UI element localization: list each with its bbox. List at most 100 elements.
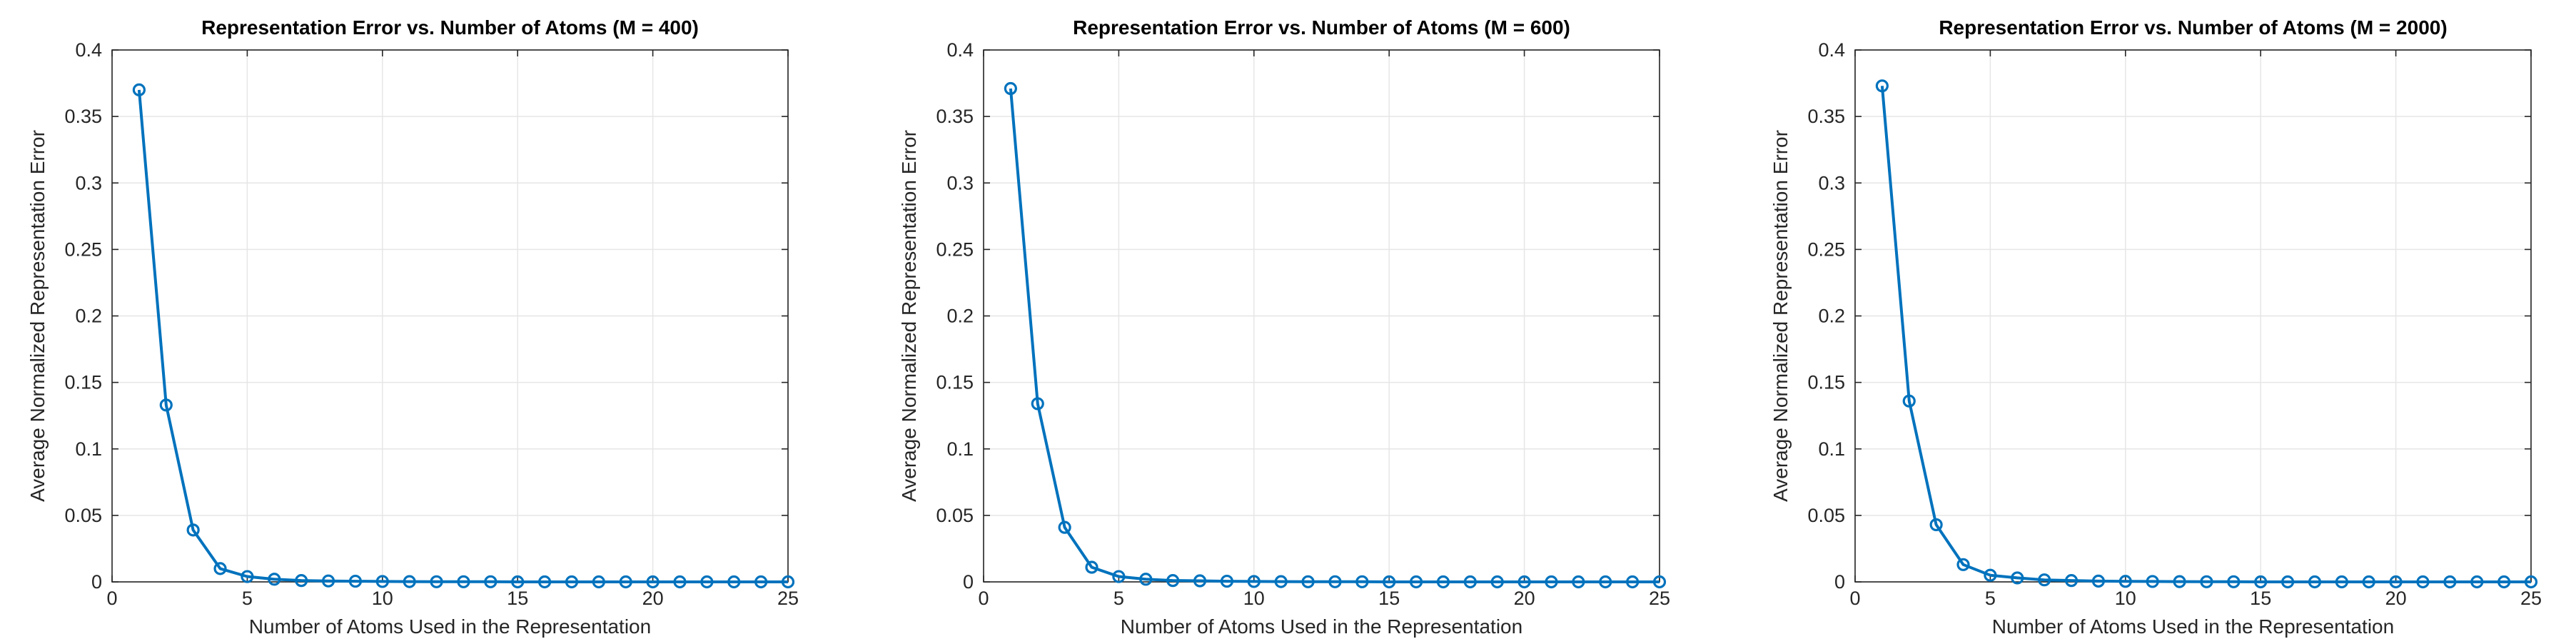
- x-tick-label: 5: [242, 588, 253, 609]
- data-point: [1490, 575, 1504, 589]
- y-tick-label: 0.25: [936, 238, 974, 260]
- y-tick-label: 0.3: [946, 172, 974, 193]
- chart-panel-1: 0 5 10 15 20 25 0 0.05 0.1 0.15 0.2 0.25 0.3 0.35 0.4 R…: [26, 16, 799, 638]
- y-tick-label: 0.15: [936, 372, 974, 393]
- data-point: [1545, 575, 1558, 589]
- data-point: [2524, 575, 2538, 589]
- series-line: [1880, 86, 2531, 583]
- data-point: [2173, 575, 2186, 588]
- data-point: [348, 574, 363, 588]
- data-point: [1409, 575, 1423, 589]
- data-point: [1031, 397, 1044, 411]
- y-tick-label: 0.1: [1818, 438, 1845, 460]
- data-point: [1875, 79, 1889, 93]
- data-point: [321, 574, 335, 588]
- data-point: [2389, 575, 2403, 589]
- data-point: [2308, 575, 2322, 589]
- x-tick-label: 10: [1243, 588, 1265, 609]
- data-point: [1463, 575, 1477, 589]
- data-point: [1085, 560, 1098, 574]
- x-axis-label: Number of Atoms Used in the Representati…: [1121, 615, 1522, 638]
- data-point: [1058, 520, 1071, 534]
- data-point: [1004, 81, 1017, 96]
- series-line: [1009, 88, 1660, 583]
- x-tick-label: 15: [1378, 588, 1400, 609]
- data-point: [537, 575, 552, 589]
- y-tick-label: 0.05: [936, 505, 974, 526]
- data-point: [375, 575, 389, 588]
- data-point: [1355, 575, 1369, 588]
- series-line: [137, 89, 788, 583]
- x-tick-label: 0: [1849, 588, 1860, 609]
- x-tick-label: 15: [2250, 588, 2271, 609]
- chart-panel-2: 0 5 10 15 20 25 0 0.05 0.1 0.15 0.2 0.25 0.3 0.35 0.4 R…: [898, 16, 1670, 638]
- x-tick-label: 15: [507, 588, 528, 609]
- data-point: [700, 575, 714, 589]
- data-point: [2118, 575, 2132, 588]
- y-tick-label: 0.35: [64, 106, 102, 127]
- data-point: [1247, 575, 1261, 588]
- data-point: [2227, 575, 2241, 588]
- x-tick-label: 20: [642, 588, 664, 609]
- y-tick-label: 0.2: [1818, 306, 1845, 327]
- data-point: [132, 83, 146, 96]
- data-point: [1626, 575, 1640, 589]
- x-tick-label: 25: [1649, 588, 1670, 609]
- data-point: [2416, 575, 2430, 589]
- data-point: [1652, 575, 1667, 589]
- data-point: [403, 575, 416, 588]
- data-point: [1166, 574, 1180, 588]
- y-tick-label: 0.4: [946, 39, 974, 61]
- x-tick-label: 25: [2520, 588, 2542, 609]
- chart-title: Representation Error vs. Number of Atoms…: [201, 16, 699, 39]
- chart-title: Representation Error vs. Number of Atoms…: [1073, 16, 1570, 39]
- y-tick-label: 0.35: [1807, 106, 1845, 127]
- data-point: [2011, 571, 2024, 585]
- chart-title: Representation Error vs. Number of Atoms…: [1939, 16, 2447, 39]
- data-point: [2091, 574, 2106, 588]
- y-tick-label: 0.1: [75, 438, 102, 460]
- data-point: [1902, 394, 1916, 408]
- data-point: [727, 575, 741, 589]
- data-point: [1984, 568, 1997, 582]
- data-point: [213, 562, 227, 575]
- data-point: [1220, 574, 1234, 588]
- data-point: [1929, 518, 1943, 532]
- data-point: [1956, 558, 1970, 571]
- data-point: [484, 575, 497, 588]
- data-point: [511, 575, 525, 589]
- data-point: [673, 575, 687, 589]
- data-point: [1517, 575, 1531, 589]
- y-tick-label: 0.2: [75, 306, 102, 327]
- x-tick-label: 0: [978, 588, 989, 609]
- x-tick-label: 5: [1985, 588, 1996, 609]
- data-point: [1193, 574, 1207, 588]
- y-tick-label: 0: [91, 571, 102, 593]
- data-point: [781, 575, 795, 589]
- y-tick-label: 0.25: [1807, 238, 1845, 260]
- data-point: [1301, 575, 1315, 588]
- y-tick-label: 0.35: [936, 106, 974, 127]
- data-point: [1112, 570, 1126, 583]
- y-axis-label: Average Normalized Representation Error: [898, 130, 920, 502]
- data-point: [2470, 575, 2484, 589]
- data-point: [2146, 575, 2159, 588]
- x-tick-label: 25: [777, 588, 799, 609]
- x-tick-label: 20: [1514, 588, 1535, 609]
- y-tick-label: 0.3: [1818, 172, 1845, 193]
- y-tick-label: 0.05: [1807, 505, 1845, 526]
- y-tick-label: 0.25: [64, 238, 102, 260]
- data-point: [2362, 575, 2375, 589]
- x-tick-label: 10: [2115, 588, 2136, 609]
- data-point: [1383, 575, 1396, 589]
- data-point: [159, 398, 173, 412]
- chart-panel-3: 0 5 10 15 20 25 0 0.05 0.1 0.15 0.2 0.25 0.3 0.35 0.4 R…: [1769, 16, 2542, 638]
- data-point: [1274, 575, 1288, 588]
- x-axis-label: Number of Atoms Used in the Representati…: [249, 615, 651, 638]
- data-point: [565, 575, 579, 589]
- data-point: [430, 575, 443, 588]
- data-point: [1328, 575, 1342, 588]
- data-point: [619, 575, 632, 589]
- data-point: [268, 573, 281, 586]
